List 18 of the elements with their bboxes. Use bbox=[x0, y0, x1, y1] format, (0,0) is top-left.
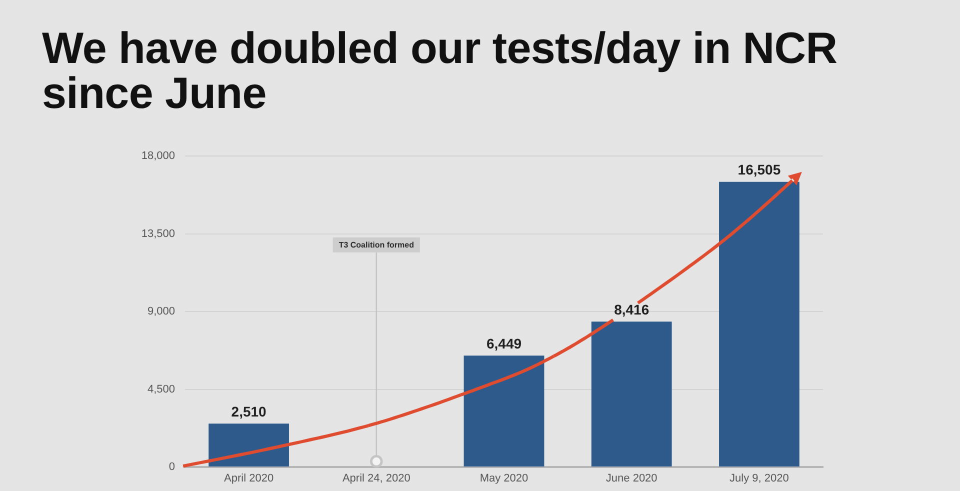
y-tick-label: 9,000 bbox=[147, 306, 175, 318]
bar bbox=[719, 182, 800, 466]
data-label: 8,416 bbox=[614, 301, 650, 318]
ref-line-label: T3 Coalition formed bbox=[338, 240, 414, 250]
x-tick-label: May 2020 bbox=[480, 472, 528, 485]
x-tick-label: April 2020 bbox=[224, 472, 274, 485]
data-label: 16,505 bbox=[738, 162, 781, 178]
chart-title: We have doubled our tests/day in NCR since June bbox=[42, 24, 838, 118]
data-label: 6,449 bbox=[486, 335, 522, 352]
y-tick-label: 4,500 bbox=[147, 383, 175, 396]
y-tick-label: 18,000 bbox=[141, 150, 175, 162]
data-label: 2,510 bbox=[231, 403, 267, 420]
x-tick-label: July 9, 2020 bbox=[730, 472, 789, 485]
y-tick-label: 0 bbox=[168, 461, 175, 474]
y-tick-label: 13,500 bbox=[141, 228, 175, 240]
x-tick-label: April 24, 2020 bbox=[342, 472, 410, 485]
bar bbox=[591, 322, 672, 466]
x-tick-label: June 2020 bbox=[606, 472, 658, 485]
